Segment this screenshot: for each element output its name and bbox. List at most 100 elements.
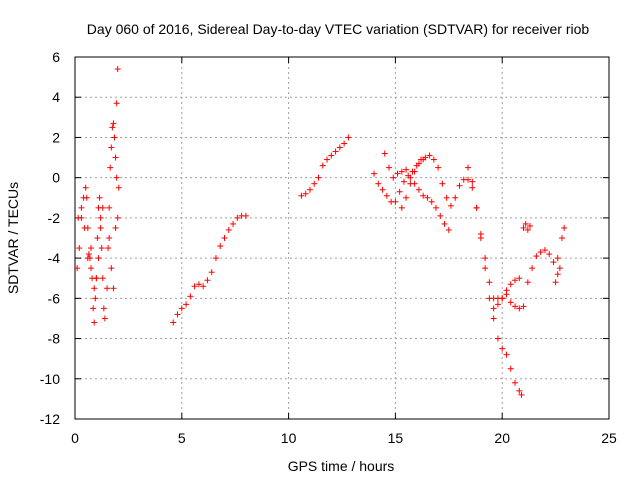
data-point [518,391,525,398]
data-point [430,156,437,163]
data-point [85,251,92,258]
data-point [403,194,410,201]
data-point [383,192,390,199]
y-tick-label: -10 [40,371,60,387]
data-point [83,194,90,201]
data-point [556,265,563,272]
x-axis-label: GPS time / hours [288,458,395,474]
data-point [550,259,557,266]
data-point [552,279,559,286]
y-tick-label: 4 [52,89,60,105]
data-point [469,178,476,185]
data-point [516,387,523,394]
data-point [445,226,452,233]
data-point [520,224,527,231]
data-point [92,295,99,302]
data-point [441,220,448,227]
data-point [507,365,514,372]
data-point [217,243,224,250]
data-point [482,265,489,272]
data-point [225,226,232,233]
data-point [341,140,348,147]
data-point [96,194,103,201]
data-point [319,162,326,169]
data-point [507,281,514,288]
series-riob-e [170,212,249,326]
data-point [101,315,108,322]
data-point [115,184,122,191]
data-point [110,120,117,127]
data-point [499,295,506,302]
data-point [428,198,435,205]
axis-ticks [74,56,610,420]
data-point [482,255,489,262]
data-point [486,279,493,286]
series-riob-f [298,134,352,199]
data-point [394,170,401,177]
data-point [529,265,536,272]
data-point [230,220,237,227]
data-point [76,245,83,252]
data-point [407,180,414,187]
grid-lines [75,57,609,419]
data-point [111,134,118,141]
y-tick-label: 6 [52,49,60,65]
data-point [234,214,241,221]
data-point [113,174,120,181]
data-point [306,186,313,193]
data-point [435,164,442,171]
series-riob-b [75,204,106,292]
chart-title: Day 060 of 2016, Sidereal Day-to-day VTE… [87,21,590,37]
data-point [398,204,405,211]
data-point [195,281,202,288]
data-point [97,224,104,231]
data-point [311,180,318,187]
data-point [490,305,497,312]
data-point [396,188,403,195]
data-point [336,144,343,151]
data-point [99,275,106,282]
data-point [242,212,249,219]
data-point [191,283,198,290]
x-tick-label: 20 [494,430,510,446]
data-point [499,345,506,352]
data-point [524,226,531,233]
plot-frame [74,56,610,420]
data-point [90,305,97,312]
data-point [200,283,207,290]
data-point [420,192,427,199]
data-point [407,174,414,181]
data-point [98,245,105,252]
data-point [381,150,388,157]
data-point [99,204,106,211]
x-tick-label: 15 [388,430,404,446]
data-point [88,245,95,252]
data-point [403,166,410,173]
data-point [302,190,309,197]
data-point [559,235,566,241]
data-point [324,156,331,163]
data-point [503,351,510,358]
data-point [554,271,561,278]
data-point [110,285,117,292]
data-point [107,164,114,171]
y-tick-label: -6 [48,290,61,306]
data-point [112,224,119,231]
data-point [78,204,85,211]
data-point [390,174,397,181]
data-point [204,277,211,284]
y-tick-label: -12 [40,411,60,427]
data-point [411,168,418,175]
series-riob-m [520,220,563,286]
series-riob-j [465,164,525,398]
data-point [298,192,305,199]
data-point [74,265,81,272]
data-point [426,152,433,159]
data-point [106,235,113,241]
data-point [398,168,405,175]
data-point [221,235,228,241]
data-point [452,194,459,201]
data-point [91,319,98,326]
data-point [91,285,98,292]
data-point [183,301,190,308]
